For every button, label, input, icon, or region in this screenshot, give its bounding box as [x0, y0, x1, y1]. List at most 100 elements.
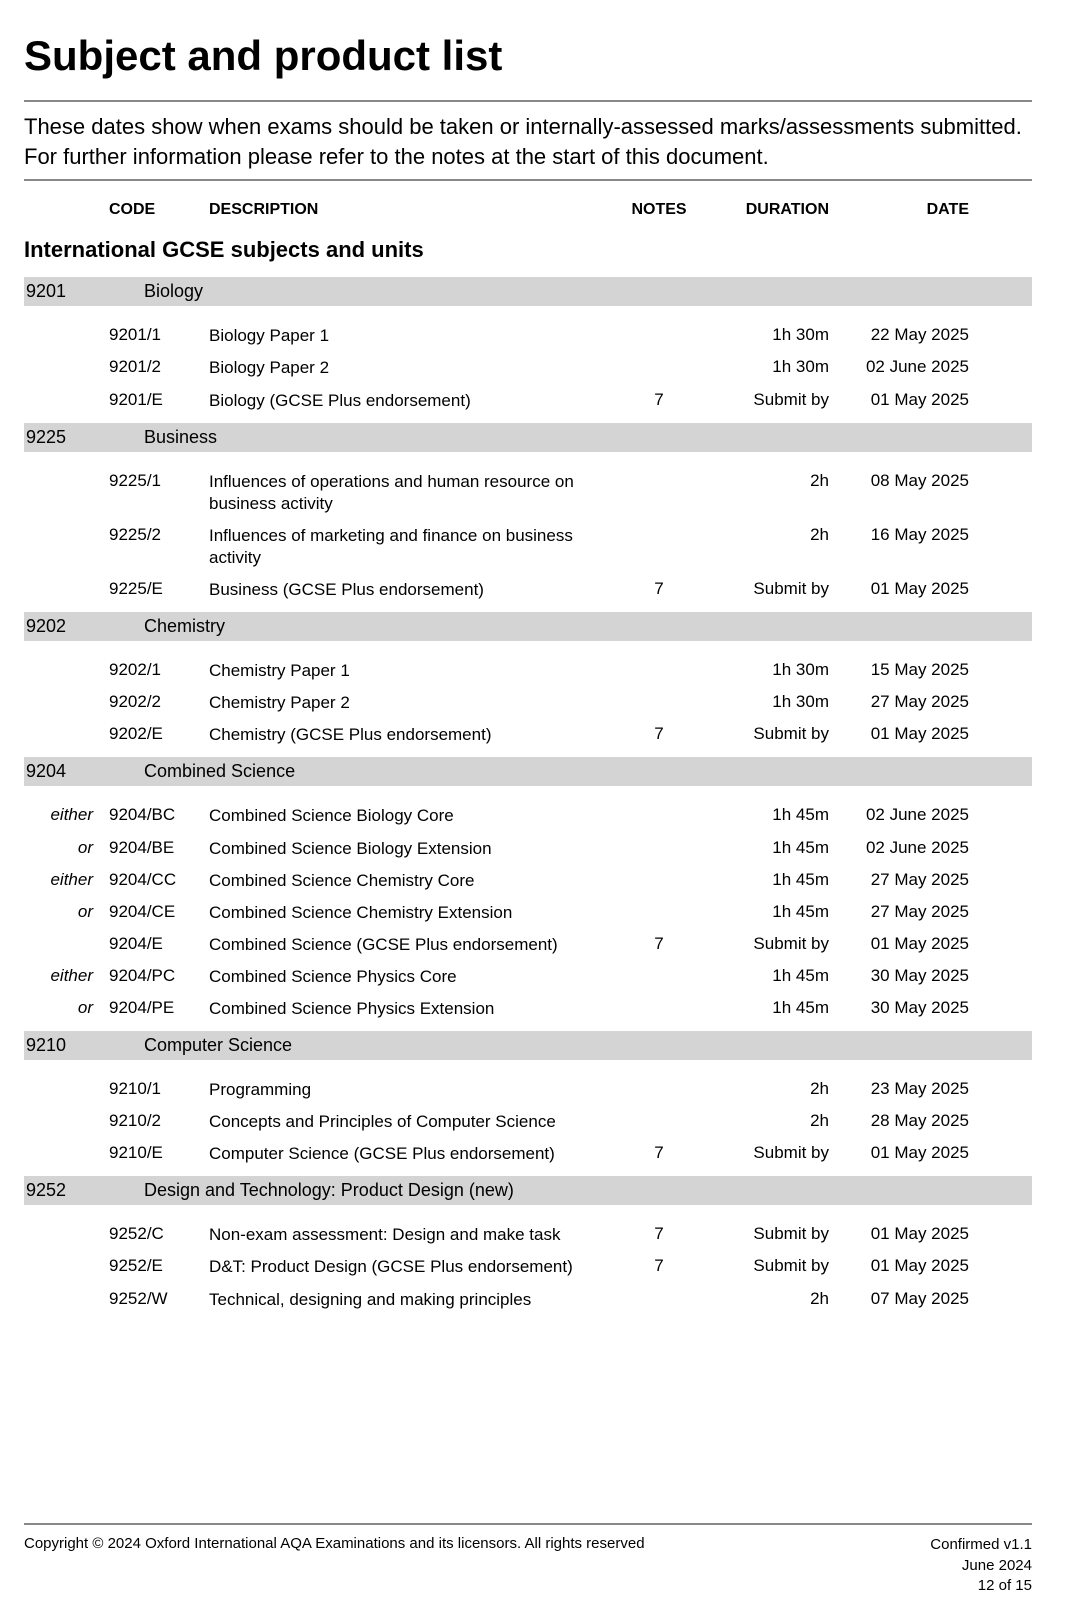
unit-date: 01 May 2025 — [839, 724, 969, 744]
unit-date: 23 May 2025 — [839, 1079, 969, 1099]
unit-row: 9201/EBiology (GCSE Plus endorsement)7Su… — [24, 385, 1032, 417]
footer-page: 12 of 15 — [930, 1576, 1032, 1596]
unit-row: either 9204/CC Combined Science Chemistry … — [24, 865, 1032, 897]
unit-description: Combined Science Biology Core — [209, 805, 609, 827]
unit-date: 01 May 2025 — [839, 934, 969, 954]
unit-description: Biology Paper 1 — [209, 325, 609, 347]
unit-notes: 7 — [619, 1143, 699, 1163]
unit-duration: 1h 30m — [709, 325, 829, 345]
subject-header: 9201Biology — [24, 277, 1032, 306]
unit-description: Influences of operations and human resou… — [209, 471, 609, 515]
unit-description: Chemistry (GCSE Plus endorsement) — [209, 724, 609, 746]
unit-description: Combined Science Chemistry Core — [209, 870, 609, 892]
unit-code: 9204/PE — [109, 998, 199, 1018]
unit-row: either9204/PCCombined Science Physics Co… — [24, 961, 1032, 993]
footer-right: Confirmed v1.1 June 2024 12 of 15 — [930, 1535, 1032, 1596]
page-footer: Copyright © 2024 Oxford International AQ… — [24, 1523, 1032, 1596]
unit-date: 02 June 2025 — [839, 838, 969, 858]
units-block: 9252/C Non-exam assessment: Design and ma… — [24, 1219, 1032, 1315]
unit-code: 9201/1 — [109, 325, 199, 345]
unit-duration: 1h 45m — [709, 902, 829, 922]
unit-date: 08 May 2025 — [839, 471, 969, 491]
unit-description: Combined Science Physics Extension — [209, 998, 609, 1020]
unit-duration: 2h — [709, 1079, 829, 1099]
unit-date: 07 May 2025 — [839, 1289, 969, 1309]
unit-duration: 1h 45m — [709, 870, 829, 890]
unit-row: 9201/2Biology Paper 21h 30m02 June 2025 — [24, 352, 1032, 384]
unit-date: 30 May 2025 — [839, 966, 969, 986]
units-block: either9204/BCCombined Science Biology Co… — [24, 800, 1032, 1025]
unit-row: 9252/WTechnical, designing and making pr… — [24, 1284, 1032, 1316]
intro-paragraph: These dates show when exams should be ta… — [24, 112, 1032, 171]
unit-code: 9225/2 — [109, 525, 199, 545]
header-notes: NOTES — [619, 201, 699, 219]
unit-prefix: or — [24, 902, 99, 922]
unit-notes: 7 — [619, 390, 699, 410]
unit-description: Combined Science Chemistry Extension — [209, 902, 609, 924]
unit-row: 9225/2Influences of marketing and financ… — [24, 520, 1032, 574]
unit-notes: 7 — [619, 724, 699, 744]
unit-description: Chemistry Paper 2 — [209, 692, 609, 714]
unit-duration: Submit by — [709, 724, 829, 744]
unit-code: 9252/W — [109, 1289, 199, 1309]
unit-code: 9210/1 — [109, 1079, 199, 1099]
unit-row: or9204/BECombined Science Biology Extens… — [24, 833, 1032, 865]
unit-duration: 1h 45m — [709, 838, 829, 858]
header-duration: DURATION — [709, 201, 829, 219]
unit-date: 27 May 2025 — [839, 870, 969, 890]
unit-row: 9202/EChemistry (GCSE Plus endorsement)7… — [24, 719, 1032, 751]
unit-duration: Submit by — [709, 1224, 829, 1244]
unit-row: 9252/C Non-exam assessment: Design and ma… — [24, 1219, 1032, 1251]
unit-date: 01 May 2025 — [839, 1256, 969, 1276]
unit-row: 9202/1Chemistry Paper 11h 30m15 May 2025 — [24, 655, 1032, 687]
units-block: 9201/1Biology Paper 11h 30m22 May 202592… — [24, 320, 1032, 416]
unit-prefix: either — [24, 870, 99, 890]
unit-notes: 7 — [619, 579, 699, 599]
unit-duration: Submit by — [709, 1256, 829, 1276]
subject-code: 9252 — [24, 1180, 144, 1201]
unit-code: 9252/C — [109, 1224, 199, 1244]
unit-prefix: or — [24, 838, 99, 858]
unit-row: 9225/1Influences of operations and human… — [24, 466, 1032, 520]
unit-duration: Submit by — [709, 390, 829, 410]
footer-copyright: Copyright © 2024 Oxford International AQ… — [24, 1535, 645, 1552]
unit-code: 9204/CC — [109, 870, 199, 890]
unit-prefix: either — [24, 805, 99, 825]
unit-date: 16 May 2025 — [839, 525, 969, 545]
unit-duration: 1h 30m — [709, 692, 829, 712]
units-block: 9225/1Influences of operations and human… — [24, 466, 1032, 606]
subject-name: Biology — [144, 281, 1032, 302]
unit-date: 27 May 2025 — [839, 692, 969, 712]
subject-code: 9210 — [24, 1035, 144, 1056]
unit-date: 27 May 2025 — [839, 902, 969, 922]
unit-code: 9201/2 — [109, 357, 199, 377]
unit-description: Concepts and Principles of Computer Scie… — [209, 1111, 609, 1133]
unit-description: Biology Paper 2 — [209, 357, 609, 379]
page: { "title": "Subject and product list", "… — [0, 0, 1080, 1620]
unit-date: 01 May 2025 — [839, 1143, 969, 1163]
unit-duration: Submit by — [709, 934, 829, 954]
unit-date: 01 May 2025 — [839, 579, 969, 599]
unit-duration: 2h — [709, 1289, 829, 1309]
unit-date: 30 May 2025 — [839, 998, 969, 1018]
unit-date: 15 May 2025 — [839, 660, 969, 680]
subject-name: Chemistry — [144, 616, 1032, 637]
footer-issued: June 2024 — [930, 1556, 1032, 1576]
unit-duration: 1h 30m — [709, 357, 829, 377]
footer-confirmed: Confirmed v1.1 — [930, 1535, 1032, 1555]
unit-code: 9204/E — [109, 934, 199, 954]
subject-header: 9202Chemistry — [24, 612, 1032, 641]
unit-duration: 2h — [709, 471, 829, 491]
unit-code: 9210/E — [109, 1143, 199, 1163]
unit-duration: Submit by — [709, 579, 829, 599]
unit-description: Non-exam assessment: Design and make tas… — [209, 1224, 609, 1246]
unit-duration: 1h 45m — [709, 998, 829, 1018]
unit-code: 9210/2 — [109, 1111, 199, 1131]
unit-prefix: or — [24, 998, 99, 1018]
unit-row: 9204/ECombined Science (GCSE Plus endors… — [24, 929, 1032, 961]
unit-description: Business (GCSE Plus endorsement) — [209, 579, 609, 601]
unit-date: 01 May 2025 — [839, 390, 969, 410]
column-headers: CODE DESCRIPTION NOTES DURATION DATE — [24, 201, 1032, 219]
rule-top — [24, 100, 1032, 102]
unit-row: either9204/BCCombined Science Biology Co… — [24, 800, 1032, 832]
